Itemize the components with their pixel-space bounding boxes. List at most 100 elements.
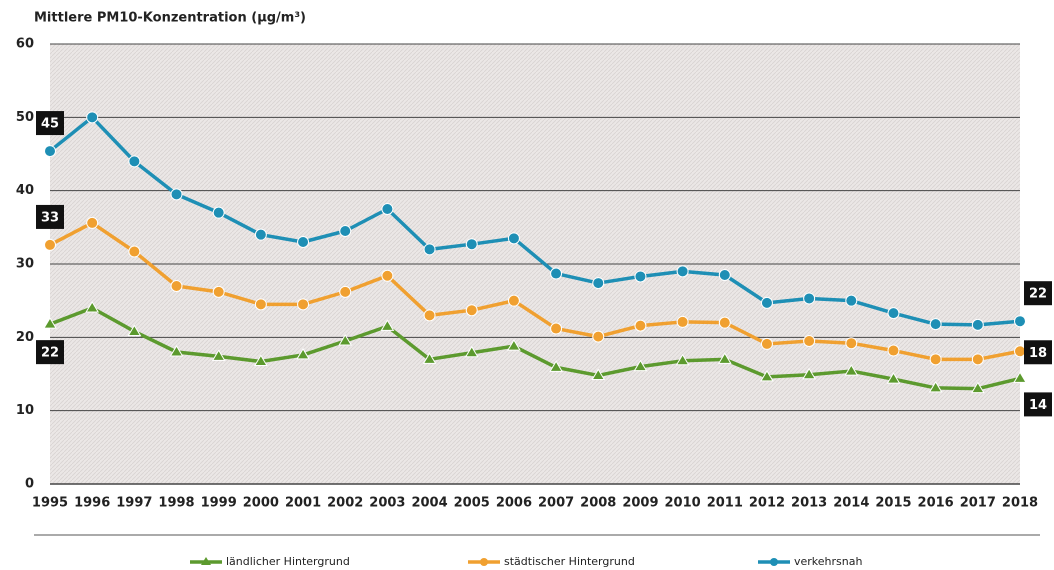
y-tick-label: 50 — [16, 110, 34, 125]
point — [887, 307, 900, 320]
value-label-box — [36, 111, 64, 136]
legend-label: städtischer Hintergrund — [504, 555, 635, 568]
x-tick-label: 2005 — [454, 496, 490, 511]
point — [169, 345, 184, 357]
point — [212, 206, 225, 219]
point — [634, 270, 647, 283]
point — [465, 304, 478, 317]
y-tick-label: 0 — [25, 477, 34, 492]
point — [507, 232, 520, 245]
value-label: 22 — [41, 346, 59, 361]
value-label-box — [1024, 392, 1052, 417]
x-tick-label: 2016 — [918, 496, 954, 511]
y-tick-label: 10 — [16, 403, 34, 418]
value-label: 45 — [41, 117, 59, 132]
legend-label: ländlicher Hintergrund — [226, 555, 350, 568]
x-tick-label: 2018 — [1002, 496, 1038, 511]
point — [422, 352, 437, 364]
point — [128, 245, 141, 258]
point — [760, 337, 773, 350]
x-tick-label: 2014 — [833, 496, 869, 511]
point — [339, 225, 352, 237]
x-tick-label: 1995 — [32, 496, 68, 511]
x-tick-label: 2004 — [411, 496, 447, 511]
point — [44, 238, 56, 251]
x-tick-label: 2006 — [496, 496, 532, 511]
point — [253, 354, 268, 367]
x-tick-label: 2015 — [875, 496, 911, 511]
point — [1014, 345, 1026, 358]
y-tick-label: 40 — [16, 183, 34, 198]
point — [676, 315, 689, 328]
point — [675, 353, 690, 366]
point — [929, 353, 942, 366]
legend-marker — [201, 557, 211, 565]
point — [550, 322, 563, 335]
x-tick-label: 1996 — [74, 496, 110, 511]
point — [507, 339, 521, 351]
point — [86, 216, 99, 229]
point — [211, 349, 226, 361]
point — [886, 372, 901, 384]
point — [844, 364, 859, 376]
legend-label: verkehrsnah — [794, 555, 862, 568]
series-line — [49, 306, 1021, 391]
point — [423, 243, 436, 256]
legend-marker — [480, 558, 488, 566]
x-tick-label: 2009 — [622, 496, 658, 511]
x-tick-label: 2012 — [749, 496, 785, 511]
x-tick-label: 2002 — [327, 496, 363, 511]
x-tick-label: 2008 — [580, 496, 616, 511]
point — [381, 203, 394, 215]
point — [465, 238, 478, 251]
point — [507, 294, 520, 307]
value-label-box — [1024, 340, 1052, 365]
point — [803, 292, 816, 305]
point — [338, 334, 353, 346]
point — [803, 335, 816, 347]
series-line — [49, 221, 1021, 362]
point — [127, 324, 142, 336]
point — [718, 269, 731, 281]
point — [296, 347, 310, 360]
point — [381, 269, 394, 282]
value-label-box — [36, 204, 64, 229]
x-tick-label: 1997 — [116, 496, 152, 511]
point — [549, 360, 563, 372]
point — [929, 318, 942, 331]
point — [380, 319, 395, 331]
point — [423, 309, 436, 322]
point — [971, 318, 984, 331]
point — [1013, 371, 1027, 383]
point — [717, 352, 732, 364]
x-tick-label: 1998 — [158, 496, 194, 511]
value-label: 33 — [41, 210, 59, 225]
point — [128, 155, 141, 168]
point — [254, 298, 267, 311]
point — [718, 316, 731, 329]
point — [86, 111, 99, 124]
point — [254, 228, 267, 241]
point — [170, 188, 183, 201]
point — [760, 369, 774, 382]
point — [887, 344, 900, 357]
point — [464, 345, 479, 358]
point — [928, 380, 943, 393]
point — [591, 368, 606, 380]
point — [971, 353, 984, 366]
series-line — [48, 115, 1021, 327]
x-tick-label: 2011 — [707, 496, 743, 511]
x-tick-label: 2003 — [369, 496, 405, 511]
point — [592, 277, 605, 290]
point — [802, 367, 817, 380]
point — [43, 317, 57, 329]
value-label: 22 — [1029, 287, 1047, 302]
point — [1014, 315, 1026, 328]
point — [845, 294, 858, 307]
point — [297, 298, 310, 311]
point — [170, 280, 183, 292]
point — [845, 337, 858, 350]
x-tick-label: 2000 — [243, 496, 279, 511]
point — [592, 330, 605, 343]
